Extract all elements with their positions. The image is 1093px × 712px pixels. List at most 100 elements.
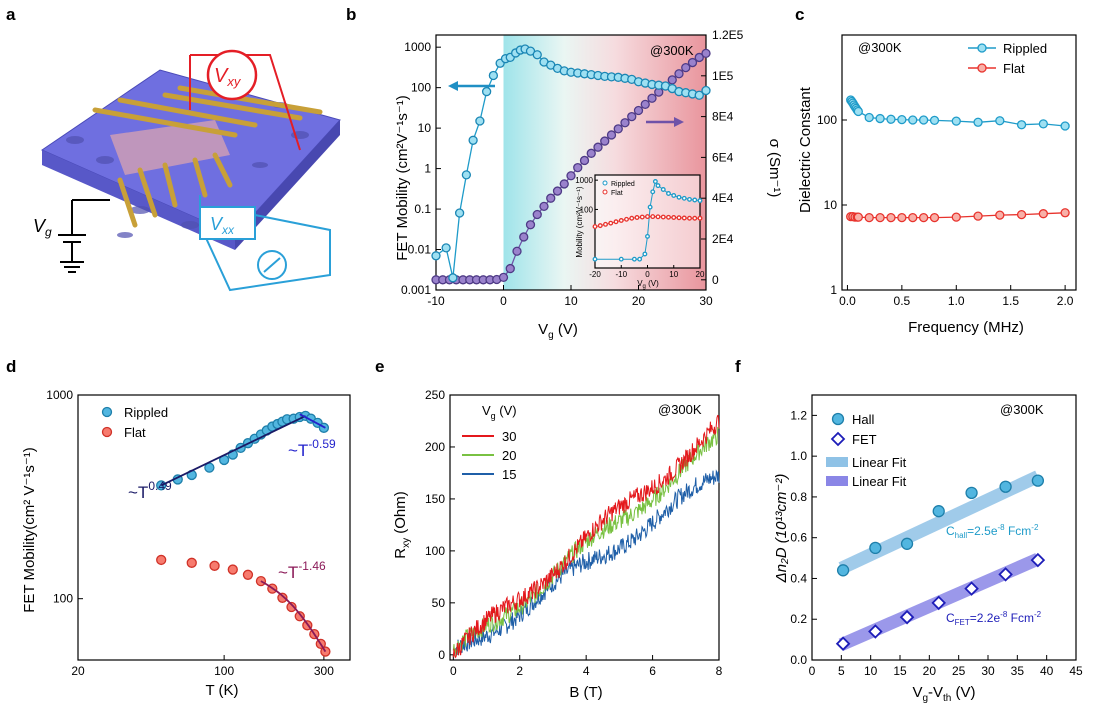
c-flat-point [1038,209,1048,219]
f-hall-point [900,537,914,550]
f-fet-point [964,581,979,596]
b-conductivity-point [586,148,596,158]
b-mobility-point [461,170,472,180]
c-rippled-point [1016,120,1027,130]
c-xtick-label: 0.0 [839,294,856,308]
c-rippled-point [864,112,874,123]
b-inset-legend-rippled: Rippled [611,181,635,188]
f-xtick-label: 35 [1011,664,1025,678]
f-xtick-label: 10 [864,664,878,678]
b-xtick-label: 0 [500,294,507,308]
c-xtick-label: 1.0 [948,294,965,308]
b-inset-rippled-point [666,191,671,196]
f-fet-point [931,595,946,611]
b-inset-xtick-label: 0 [645,270,650,279]
f-fet-point [899,609,915,625]
f-xlabel: Vg-Vth (V) [912,684,975,704]
b-inset-flat-point [671,215,677,220]
f-hall-point [932,505,945,518]
b-conductivity-point [633,105,644,116]
e-legend-title: Vg (V) [482,403,517,421]
b-conductivity-point [674,69,684,79]
c-flat-point [973,211,983,221]
f-ytick-label: 1.2 [790,408,807,422]
c-rippled-point [897,114,907,125]
f-ytick-label: 0.0 [790,653,807,667]
f-ytick-label: 0.6 [790,531,807,545]
c-rippled-point [973,117,983,127]
b-inset-xtick-label: -10 [615,270,627,279]
c-xtick-label: 2.0 [1057,294,1074,308]
e-ytick-label: 100 [425,544,445,558]
ripple-sample [110,120,230,175]
c-flat-point [995,210,1005,220]
b-inset-rippled-point [631,256,637,262]
b-inset-rippled-point [676,194,682,200]
b-inset-flat-point [697,215,703,221]
f-ytick-label: 0.2 [790,612,807,626]
b-inset-rippled-point [660,187,666,192]
c-flat-point [875,212,885,223]
c-rippled-point [918,115,929,125]
b-inset-rippled-point [647,204,653,210]
b-mobility-point [454,208,465,218]
e-ytick-label: 150 [425,492,445,506]
f-xtick-label: 5 [838,664,845,678]
d-flat-point [277,592,288,603]
b-ytick-label: 1000 [404,40,431,54]
b-inset-rippled-point [671,193,677,198]
b-conductivity-point [606,130,617,140]
f-xtick-label: 0 [809,664,816,678]
b-conductivity-point [512,246,522,256]
b-inset-flat-point [613,219,619,225]
d-plot-frame [77,394,351,661]
c-ytick-label: 10 [824,198,838,212]
d-flat-point [294,611,305,622]
b-inset-flat-point [645,214,650,220]
b-ytick-label: 10 [418,121,432,135]
d-xtick-label: 300 [314,664,334,678]
c-rippled-point [995,116,1005,126]
b-inset-flat-point [681,215,687,221]
d-flat-point [227,564,238,575]
b-mobility-point [475,116,485,126]
f-xtick-label: 25 [952,664,966,678]
b-xtick-label: 30 [699,294,713,308]
b-y2-ytick-label: 6E4 [712,150,734,164]
b-inset-xlabel: Vg (V) [637,279,659,290]
e-ytick-label: 50 [432,596,446,610]
b-mobility-point [431,251,441,261]
b-inset-legend-flat-marker [602,189,608,195]
b-conductivity-point [525,220,536,230]
c-flat-point [1060,208,1070,218]
f-annotation: @300K [1000,402,1044,417]
b-inset-rippled-point [618,256,624,262]
e-ytick-label: 0 [438,648,445,662]
c-rippled-point [1060,121,1070,131]
b-inset-ylabel: Mobility (cm²V⁻¹s⁻¹) [575,186,584,257]
b-mobility-point [481,86,492,97]
c-flat-legend-marker [977,63,987,73]
b-inset-flat-point [603,221,608,227]
f-fet-point [868,624,883,639]
b-ylabel: FET Mobility (cm²V⁻¹s⁻¹) [394,95,411,261]
b-annotation: @300K [650,43,694,58]
b-left-axis-arrowhead [448,81,458,91]
b-conductivity-point [579,155,590,166]
f-legend-fit2: Linear Fit [852,474,907,489]
b-ytick-label: 100 [411,81,431,95]
panel-f-chart: 0 5 10 15 20 25 30 35 40 45 0.0 0.2 0.4 0.6 0.8 1.0 1.2 H… [773,394,1083,704]
b-mobility-point [488,70,499,81]
b-inset-flat-point [597,223,603,229]
c-flat-point [897,212,907,223]
b-conductivity-point [573,162,583,173]
b-mobility-point [701,85,711,96]
b-inset-flat-point [650,214,656,220]
b-mobility-point [694,90,704,100]
e-series-15-trace [452,469,720,656]
vxy-label: Vxy [214,65,242,89]
c-rippled-point [875,113,885,124]
panel-label-f: f [735,357,741,376]
e-legend-label: 15 [502,467,516,482]
vxy-meter [206,49,258,101]
